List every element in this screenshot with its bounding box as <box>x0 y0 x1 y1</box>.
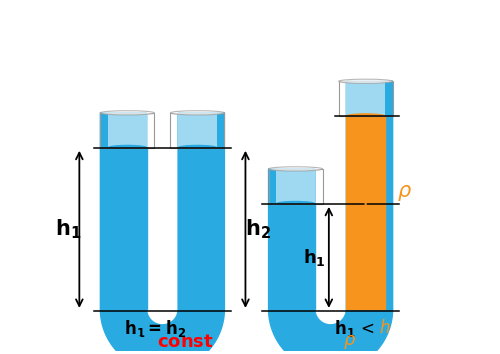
Bar <box>346 116 385 309</box>
Text: $\rho$: $\rho$ <box>344 333 356 352</box>
Text: $\rho_1$: $\rho_1$ <box>130 333 150 352</box>
Bar <box>276 169 315 204</box>
Bar <box>108 148 146 309</box>
Ellipse shape <box>338 79 392 84</box>
Ellipse shape <box>178 145 216 150</box>
Bar <box>268 169 322 204</box>
Text: $\mathbf{h_1}$: $\mathbf{h_1}$ <box>55 218 82 241</box>
Ellipse shape <box>346 114 385 119</box>
Ellipse shape <box>276 201 315 206</box>
Bar <box>346 81 385 116</box>
Text: $h$: $h$ <box>379 319 390 337</box>
Ellipse shape <box>170 111 224 115</box>
Text: $\mathbf{h_1}$: $\mathbf{h_1}$ <box>304 247 326 268</box>
Bar <box>338 81 392 116</box>
Polygon shape <box>100 113 224 354</box>
Ellipse shape <box>108 145 146 150</box>
Text: $<$: $<$ <box>357 319 374 337</box>
Polygon shape <box>268 81 392 354</box>
Bar <box>100 113 154 148</box>
Text: $>$: $>$ <box>320 333 338 352</box>
Text: $\mathbf{h_2}$: $\mathbf{h_2}$ <box>244 218 270 241</box>
Bar <box>170 113 224 148</box>
Text: $=$: $=$ <box>150 333 168 352</box>
Ellipse shape <box>268 167 322 171</box>
Text: $\mathbf{h_1 = h_2}$: $\mathbf{h_1 = h_2}$ <box>124 318 186 339</box>
Ellipse shape <box>100 111 154 115</box>
Bar <box>276 204 315 309</box>
Text: $\mathbf{h_1}$: $\mathbf{h_1}$ <box>334 318 355 339</box>
Text: $\rho_1$: $\rho_1$ <box>300 333 320 352</box>
Text: $\mathbf{const}$: $\mathbf{const}$ <box>157 333 214 352</box>
Bar <box>178 148 216 309</box>
Bar <box>178 113 216 148</box>
Text: $\rho$: $\rho$ <box>398 183 412 202</box>
Bar <box>108 113 146 148</box>
Text: $\mathbf{h}$: $\mathbf{h}$ <box>344 190 359 209</box>
